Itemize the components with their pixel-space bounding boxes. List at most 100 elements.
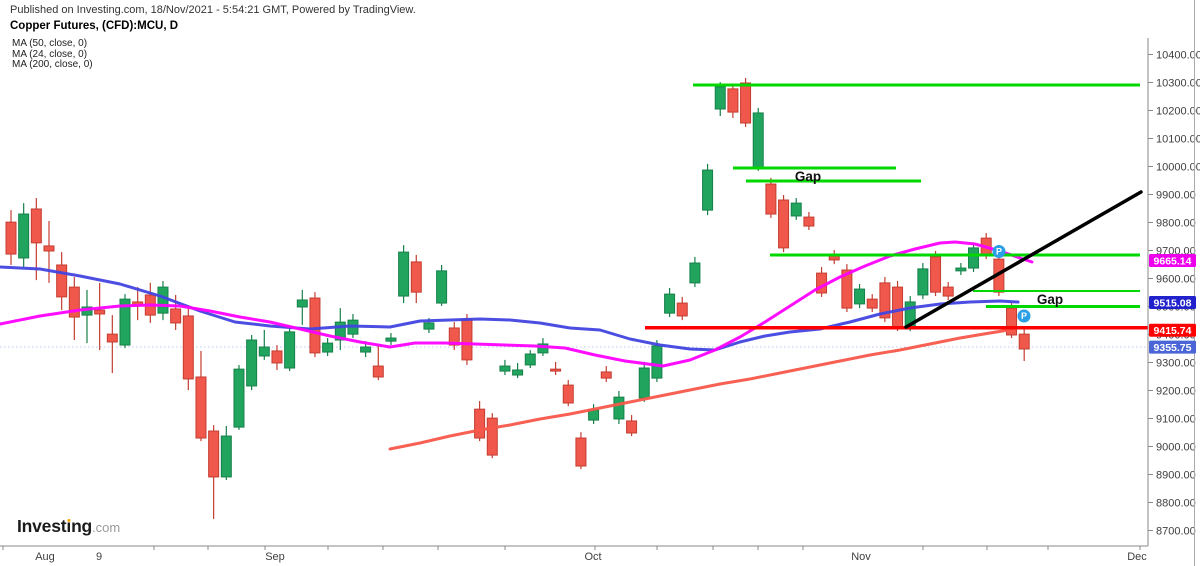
candlestick[interactable] — [220, 425, 232, 481]
legend-ma24[interactable]: MA (24, close, 0) — [12, 48, 88, 60]
candlestick[interactable] — [790, 198, 802, 220]
y-axis-label: 8800.00 — [1156, 498, 1196, 510]
candlestick[interactable] — [778, 194, 790, 253]
logo-brand: Investıng — [17, 516, 93, 536]
svg-text:P: P — [996, 247, 1002, 257]
candlestick[interactable] — [284, 326, 296, 372]
ma-line-3[interactable] — [388, 327, 1017, 451]
candlestick[interactable] — [600, 366, 612, 383]
candlestick[interactable] — [322, 338, 334, 356]
candlestick[interactable] — [664, 287, 676, 318]
candlestick[interactable] — [892, 280, 904, 332]
candlestick[interactable] — [689, 256, 701, 288]
candlestick[interactable] — [461, 313, 473, 365]
candlestick[interactable] — [410, 254, 422, 304]
candlestick[interactable] — [474, 401, 486, 442]
candlestick[interactable] — [30, 198, 42, 281]
candlestick[interactable] — [942, 282, 954, 300]
candlestick[interactable] — [562, 380, 574, 407]
candlestick[interactable] — [43, 221, 55, 283]
y-axis-label: 9800.00 — [1156, 218, 1196, 230]
x-axis-label: Nov — [851, 551, 871, 563]
candlestick[interactable] — [1018, 329, 1030, 362]
candlestick[interactable] — [334, 308, 346, 351]
published-line: Published on Investing.com, 18/Nov/2021 … — [10, 4, 416, 16]
candlestick[interactable] — [638, 361, 650, 402]
candlestick[interactable] — [132, 287, 144, 321]
gap-annotation[interactable]: Gap — [1037, 292, 1063, 307]
candlestick[interactable] — [119, 294, 131, 349]
candlestick[interactable] — [385, 333, 397, 346]
candlestick[interactable] — [550, 361, 562, 376]
candlestick[interactable] — [765, 177, 777, 218]
price-marker[interactable]: P — [1017, 309, 1031, 323]
candlestick[interactable] — [955, 263, 967, 276]
candlestick[interactable] — [879, 277, 891, 323]
candlestick[interactable] — [81, 289, 93, 344]
candlestick[interactable] — [854, 284, 866, 309]
candlestick[interactable] — [613, 390, 625, 425]
candlestick[interactable] — [94, 282, 106, 351]
time-axis[interactable]: Aug 9 Sep Oct Nov Dec — [0, 545, 1148, 563]
candlestick[interactable] — [727, 84, 739, 118]
candlestick[interactable] — [930, 250, 942, 297]
candlestick[interactable] — [398, 245, 410, 304]
candlestick[interactable] — [157, 280, 169, 321]
candlestick[interactable] — [512, 362, 524, 379]
x-axis-label: Oct — [584, 551, 601, 563]
legend-ma200[interactable]: MA (200, close, 0) — [12, 59, 93, 70]
candlestick[interactable] — [258, 329, 270, 360]
candlestick[interactable] — [195, 350, 207, 442]
candlestick[interactable] — [68, 277, 80, 341]
candlestick[interactable] — [372, 345, 384, 381]
candlestick[interactable] — [296, 289, 308, 325]
candlestick[interactable] — [233, 364, 245, 430]
candlestick[interactable] — [144, 282, 156, 323]
candlestick[interactable] — [524, 350, 536, 369]
candlestick[interactable] — [866, 294, 878, 313]
ma-line-2[interactable] — [0, 240, 1034, 368]
candlestick[interactable] — [486, 413, 498, 459]
candlestick[interactable] — [841, 264, 853, 313]
candlestick[interactable] — [676, 296, 688, 321]
candlestick[interactable] — [626, 415, 638, 437]
trend-line[interactable] — [904, 190, 1143, 329]
price-axis[interactable]: 8700.00 8800.00 8900.00 9000.00 9100.00 9200.… — [1147, 38, 1200, 546]
candlestick[interactable] — [18, 203, 30, 267]
candlestick[interactable] — [436, 264, 448, 306]
candlestick[interactable] — [106, 315, 118, 374]
candlestick[interactable] — [752, 107, 764, 171]
candlestick[interactable] — [5, 210, 17, 265]
x-axis-label: 9 — [96, 551, 102, 563]
y-axis-label: 8900.00 — [1156, 470, 1196, 482]
candlestick[interactable] — [917, 263, 929, 300]
ma-line-1[interactable] — [0, 265, 1020, 352]
candlestick[interactable] — [1006, 303, 1018, 339]
candlestick[interactable] — [803, 212, 815, 230]
svg-text:9665.14: 9665.14 — [1154, 255, 1192, 267]
candlestick[interactable] — [448, 322, 460, 351]
gap-annotation[interactable]: Gap — [795, 169, 821, 184]
candlestick[interactable] — [208, 425, 220, 519]
candlestick[interactable] — [271, 345, 283, 370]
candlestick[interactable] — [309, 292, 321, 358]
candlestick[interactable] — [182, 305, 194, 391]
candlestick[interactable] — [56, 252, 68, 311]
y-axis-label: 9000.00 — [1156, 442, 1196, 454]
symbol-title: Copper Futures, (CFD):MCU, D — [10, 20, 179, 32]
investing-logo[interactable]: Investıng.com — [17, 516, 120, 537]
indicator-legend: MA (50, close, 0) MA (24, close, 0) MA (… — [12, 38, 93, 71]
candlestick[interactable] — [499, 359, 511, 376]
candlestick[interactable] — [246, 334, 258, 391]
price-axis-badge: 9415.74 — [1149, 323, 1196, 337]
candlestick[interactable] — [702, 163, 714, 216]
legend-ma50[interactable]: MA (50, close, 0) — [12, 38, 88, 49]
candlestick[interactable] — [816, 266, 828, 297]
candlestick[interactable] — [575, 432, 587, 470]
candlestick[interactable] — [714, 82, 726, 117]
candlestick[interactable] — [828, 250, 840, 265]
candlestick[interactable] — [968, 242, 980, 272]
price-marker[interactable]: P — [992, 245, 1006, 258]
y-axis-label: 8700.00 — [1156, 526, 1196, 538]
